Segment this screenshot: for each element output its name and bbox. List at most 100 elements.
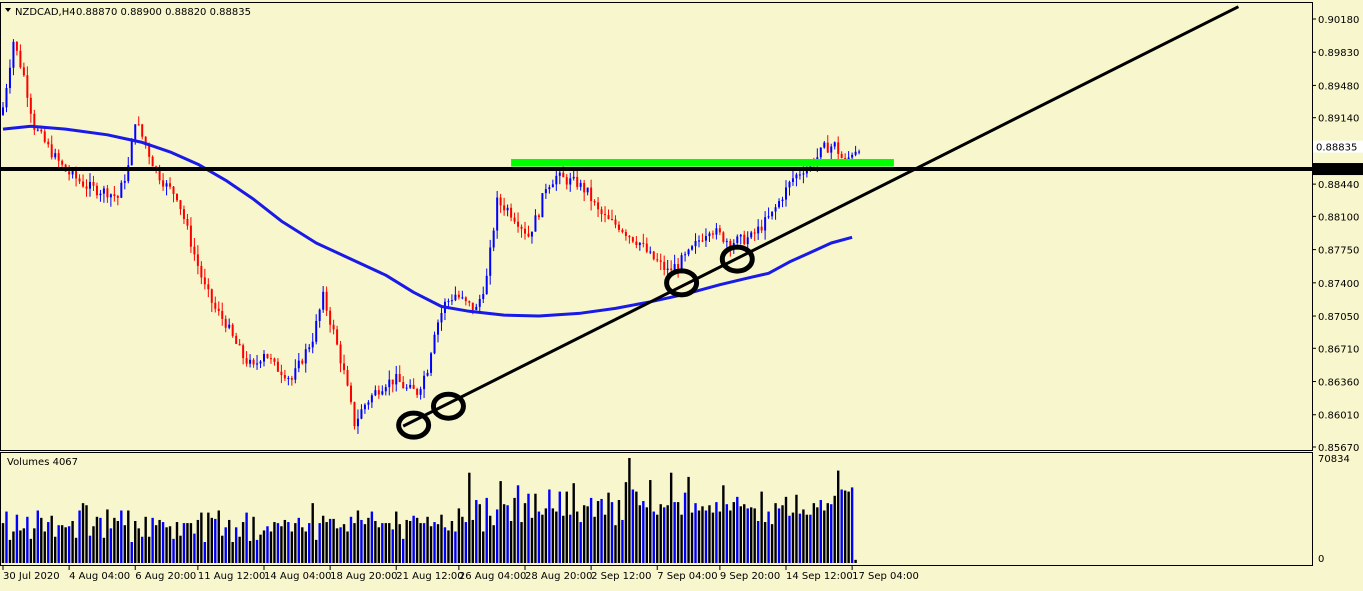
volume-bar <box>182 523 186 563</box>
candle-body <box>496 197 499 231</box>
candle-body <box>785 187 787 200</box>
candle-body <box>729 240 732 248</box>
candle-body <box>217 308 220 311</box>
moving-average-line <box>2 124 853 318</box>
volume-bar <box>318 523 321 563</box>
candle-body <box>419 389 422 395</box>
candle-body <box>454 294 457 301</box>
candle-body <box>384 387 387 392</box>
volume-bar <box>5 511 8 563</box>
candle-body <box>764 217 767 231</box>
candle-body <box>78 178 81 182</box>
candle-body <box>663 261 666 270</box>
volume-bar <box>715 502 718 563</box>
candle-body <box>704 236 707 241</box>
volume-bar <box>102 537 106 563</box>
candle-body <box>652 251 655 260</box>
price-tick-label: 0.87050 <box>1318 312 1359 323</box>
volume-bar <box>558 491 561 563</box>
moving-average-layer <box>2 124 853 318</box>
candle-body <box>604 214 607 216</box>
candle-body <box>791 178 794 182</box>
dropdown-triangle-icon[interactable] <box>5 8 11 12</box>
candle-body <box>833 142 836 147</box>
candle-body <box>370 395 373 403</box>
volume-bar <box>419 523 422 563</box>
price-tick-label: 0.90180 <box>1318 15 1359 26</box>
volume-bar <box>649 480 652 563</box>
candle-body <box>423 375 426 390</box>
candle-body <box>186 218 189 226</box>
volume-bar <box>321 515 325 563</box>
candle-body <box>169 183 172 187</box>
candle-body <box>562 172 565 178</box>
candle-body <box>402 381 405 389</box>
volume-bar <box>207 512 210 563</box>
volume-bar <box>106 509 109 563</box>
volume-bar <box>534 493 537 563</box>
candle-body <box>294 368 297 380</box>
volume-bar <box>830 504 833 563</box>
volume-bar <box>725 504 729 563</box>
price-tick-label: 0.85670 <box>1318 443 1359 454</box>
ascending-trendline <box>402 5 1240 428</box>
candle-body <box>694 240 697 247</box>
candle-body <box>461 297 464 299</box>
volume-bar <box>854 559 857 563</box>
candle-body <box>26 75 29 98</box>
candle-body <box>659 260 662 262</box>
volume-bar <box>367 517 370 563</box>
candle-body <box>701 240 704 242</box>
candle-body <box>548 187 551 190</box>
volume-bar <box>833 495 836 563</box>
time-tick-label: 7 Sep 04:00 <box>657 571 717 582</box>
candle-body <box>551 184 554 188</box>
candle-body <box>576 176 579 187</box>
candle-body <box>530 231 533 237</box>
candle-body <box>336 329 339 345</box>
volume-bar <box>492 525 495 563</box>
candle-body <box>673 264 676 271</box>
volume-bar <box>74 537 78 563</box>
candle-body <box>109 194 112 198</box>
volume-axis-max: 70834 <box>1318 454 1350 465</box>
volume-bar <box>485 497 488 563</box>
volume-bar <box>415 517 419 563</box>
candle-body <box>203 277 206 285</box>
time-tick-label: 6 Aug 20:00 <box>135 571 196 582</box>
candle-body <box>113 194 116 197</box>
candle-body <box>642 242 645 244</box>
candle-body <box>537 215 540 218</box>
candle-body <box>165 183 168 187</box>
volume-bar <box>499 481 502 563</box>
candle-body <box>558 172 561 176</box>
candle-body <box>527 233 530 237</box>
volume-bar <box>179 535 182 563</box>
candle-body <box>172 186 175 194</box>
candle-body <box>788 181 791 188</box>
candle-body <box>182 209 185 219</box>
candle-body <box>614 219 617 225</box>
volume-bar <box>527 493 530 563</box>
candle-body <box>127 165 130 182</box>
candle-body <box>802 173 805 175</box>
candle-body <box>54 153 57 158</box>
candle-body <box>388 379 391 388</box>
volume-bar <box>551 508 555 563</box>
volume-bar <box>57 525 60 563</box>
volume-bar <box>756 521 760 563</box>
volume-bar <box>429 526 433 563</box>
candle-body <box>541 193 544 218</box>
volume-bar <box>123 525 126 563</box>
circled-low-marker <box>719 244 755 274</box>
candle-body <box>611 219 613 221</box>
current-price-tag: 0.88835 <box>1316 143 1357 154</box>
candle-body <box>520 226 523 229</box>
candle-body <box>517 221 520 227</box>
candle-body <box>607 215 610 220</box>
volume-bar <box>843 490 847 563</box>
volume-bar <box>802 509 805 563</box>
candle-body <box>638 242 641 246</box>
volume-bar <box>405 519 408 563</box>
